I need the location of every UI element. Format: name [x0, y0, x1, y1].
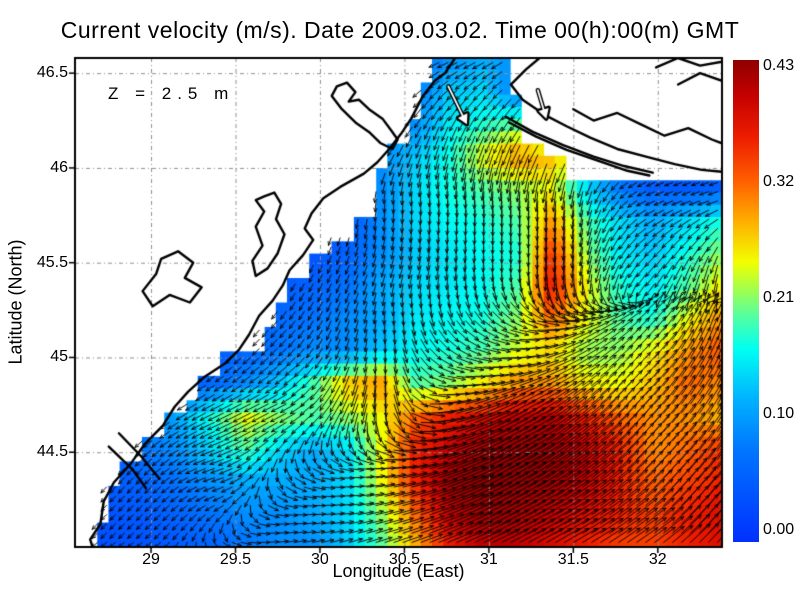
- x-tick-label: 29: [142, 551, 160, 568]
- x-axis-label: Longitude (East): [332, 561, 465, 581]
- x-tick-label: 30: [311, 551, 329, 568]
- plot-title: Current velocity (m/s). Date 2009.03.02.…: [60, 17, 740, 43]
- x-tick-label: 32: [648, 551, 667, 568]
- depth-annotation: Z = 2.5 m: [108, 84, 235, 103]
- colorbar-tick-label: 0.32: [763, 173, 795, 190]
- colorbar-tick-label: 0.10: [763, 405, 795, 422]
- x-tick-label: 30.5: [388, 551, 420, 568]
- colorbar-tick-label: 0.00: [763, 521, 795, 538]
- y-tick-label: 45: [50, 348, 68, 366]
- colorbar-tick-label: 0.43: [763, 57, 795, 74]
- x-tick-label: 31.5: [557, 551, 589, 568]
- colorbar-tick-label: 0.21: [763, 289, 795, 306]
- x-tick-label: 31: [479, 551, 498, 568]
- x-tick-label: 29.5: [219, 551, 252, 568]
- y-tick-label: 46: [50, 158, 68, 176]
- colorbar: [733, 60, 759, 542]
- y-tick-label: 44.5: [36, 443, 68, 461]
- y-tick-label: 45.5: [36, 253, 68, 271]
- y-tick-label: 46.5: [36, 64, 68, 82]
